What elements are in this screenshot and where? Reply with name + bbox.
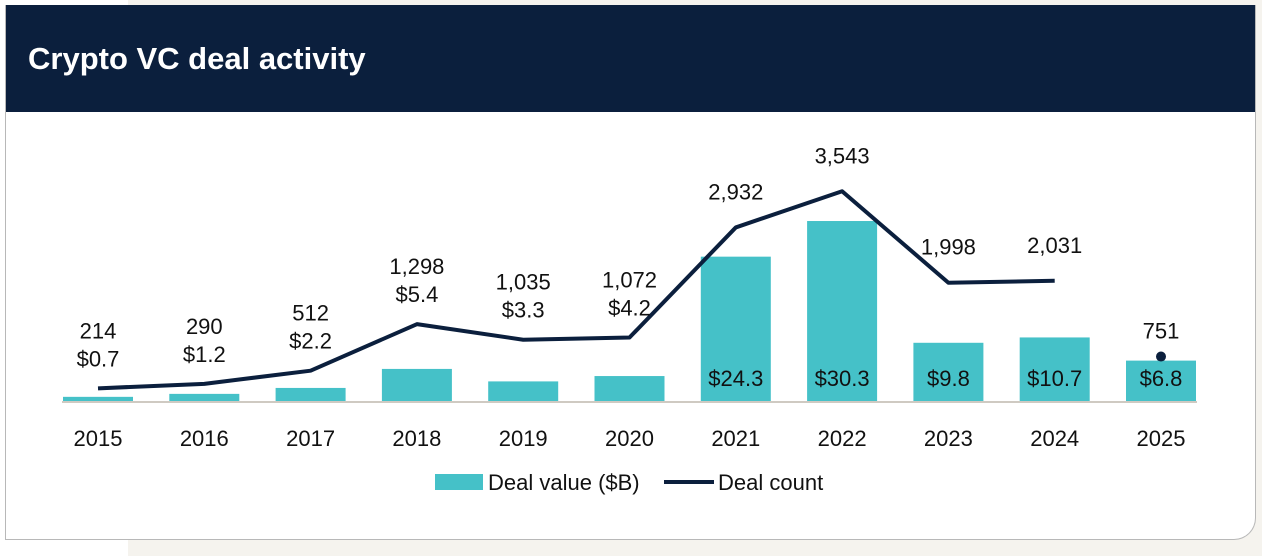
- bar-value-label: $30.3: [815, 366, 870, 391]
- bar-value-label: $1.2: [183, 342, 226, 367]
- count-label: 214: [80, 318, 117, 343]
- legend-bar-swatch: [435, 474, 483, 490]
- x-tick-label: 2022: [818, 426, 867, 451]
- bar-2020: [594, 376, 665, 401]
- bar-value-label: $3.3: [502, 298, 545, 323]
- count-label: 2,031: [1027, 233, 1082, 258]
- x-tick-label: 2025: [1137, 426, 1186, 451]
- bar-2017: [275, 387, 346, 401]
- count-label: 1,298: [389, 254, 444, 279]
- bar-value-label: $10.7: [1027, 366, 1082, 391]
- chart-title: Crypto VC deal activity: [28, 40, 366, 76]
- legend-label-deal-count: Deal count: [718, 470, 823, 495]
- count-label: 512: [292, 301, 329, 326]
- count-label: 1,072: [602, 268, 657, 293]
- count-label: 3,543: [815, 143, 870, 168]
- bar-2025: [1126, 360, 1196, 401]
- x-tick-label: 2015: [74, 426, 123, 451]
- x-tick-label: 2019: [499, 426, 548, 451]
- deal-count-point-2025: [1156, 351, 1166, 362]
- bar-2021: [700, 256, 771, 401]
- count-label: 1,035: [496, 270, 551, 295]
- count-label: 1,998: [921, 235, 976, 260]
- bar-2019: [488, 381, 559, 401]
- x-tick-label: 2018: [392, 426, 441, 451]
- bar-2024: [1019, 337, 1090, 401]
- count-label: 2,932: [708, 179, 763, 204]
- bar-value-label: $6.8: [1140, 366, 1183, 391]
- bar-value-label: $5.4: [395, 282, 438, 307]
- x-tick-label: 2023: [924, 426, 973, 451]
- bar-2018: [381, 368, 452, 401]
- bar-2015: [63, 396, 133, 401]
- count-label: 751: [1143, 319, 1180, 344]
- bar-value-label: $4.2: [608, 296, 651, 321]
- deal-count-line: [97, 189, 1055, 391]
- chart-card: Crypto VC deal activity: [5, 5, 1256, 540]
- bar-value-label: $2.2: [289, 329, 332, 354]
- x-tick-label: 2024: [1030, 426, 1079, 451]
- bar-2016: [169, 393, 240, 401]
- chart-header: Crypto VC deal activity: [6, 5, 1255, 112]
- bar-2023: [913, 342, 984, 401]
- bar-value-label: $9.8: [927, 366, 970, 391]
- legend-label-deal-value: Deal value ($B): [488, 470, 640, 495]
- x-tick-label: 2021: [711, 426, 760, 451]
- bar-value-label: $24.3: [708, 366, 763, 391]
- x-tick-label: 2020: [605, 426, 654, 451]
- x-tick-label: 2017: [286, 426, 335, 451]
- bar-value-label: $0.7: [77, 346, 120, 371]
- bar-2022: [807, 221, 878, 401]
- x-tick-label: 2016: [180, 426, 229, 451]
- count-label: 290: [186, 314, 223, 339]
